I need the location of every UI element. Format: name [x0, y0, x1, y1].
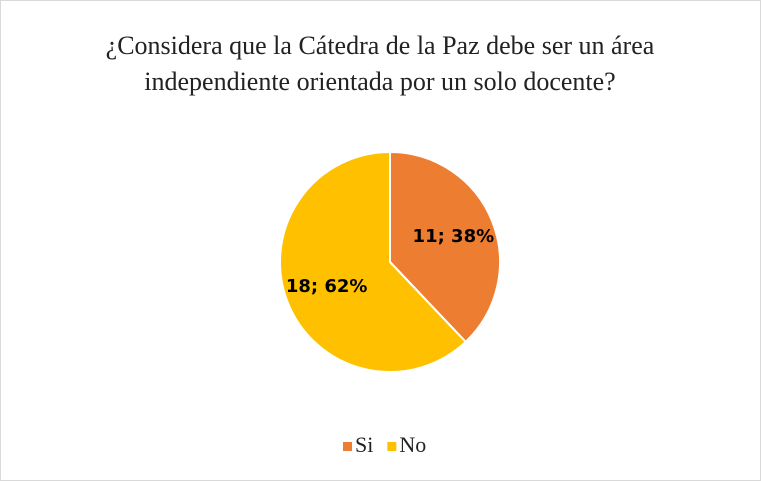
chart-title: ¿Considera que la Cátedra de la Paz debe…: [105, 31, 655, 96]
pie-slice: [389, 150, 501, 344]
legend-swatch: [387, 442, 397, 451]
pie-slice: [279, 150, 468, 373]
legend-swatch: [343, 442, 352, 451]
data-label: 11; 38%: [413, 226, 495, 247]
legend-label: No: [399, 432, 426, 457]
data-label: 18; 62%: [286, 276, 368, 297]
legend-label: Si: [355, 432, 373, 457]
